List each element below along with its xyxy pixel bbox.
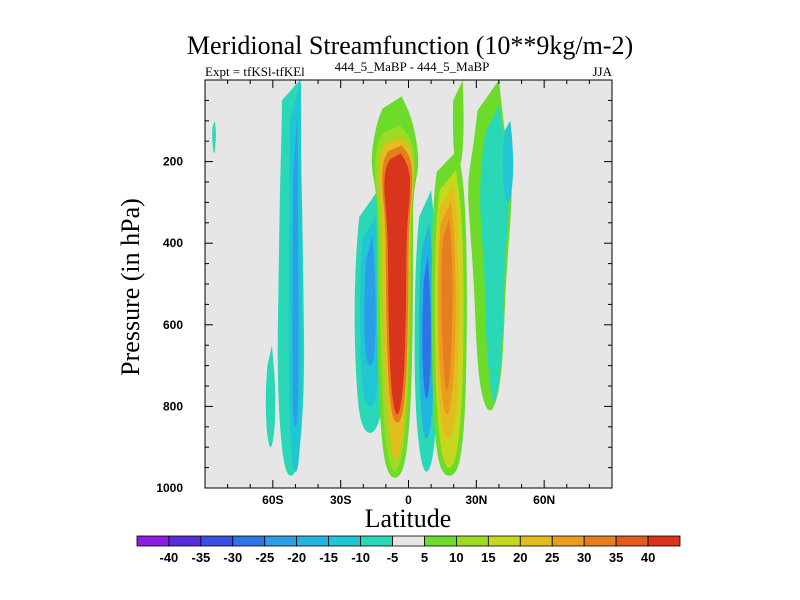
colorbar-label: -15: [319, 550, 338, 565]
x-axis-ticks: 60S 30S 0 30N 60N: [227, 80, 590, 507]
colorbar-label: -40: [160, 550, 179, 565]
colorbar-swatch: [487, 535, 521, 547]
colorbar-swatch: [360, 535, 393, 547]
colorbar-label: 5: [421, 550, 428, 565]
plot-area: 60S 30S 0 30N 60N 200 400 600 800 1000: [156, 79, 613, 507]
colorbar-swatch: [136, 535, 170, 547]
x-tick-label: 60S: [262, 493, 283, 507]
contour-fills: [212, 80, 514, 478]
colorbar-label: 20: [513, 550, 527, 565]
y-tick-label: 400: [163, 236, 183, 250]
colorbar-label: -5: [387, 550, 399, 565]
colorbar-swatch: [168, 535, 202, 547]
subtitle-left: Expt = tfKSl-tfKEl: [205, 64, 305, 79]
colorbar-label: -25: [255, 550, 274, 565]
colorbar-swatch: [264, 535, 298, 547]
colorbar-label: 25: [545, 550, 559, 565]
y-axis-ticks: 200 400 600 800 1000: [156, 99, 612, 495]
colorbar-label: 40: [641, 550, 655, 565]
contour-sh-west: [265, 345, 276, 448]
x-tick-label: 30N: [465, 493, 487, 507]
contour-nh-weak-mid: [480, 104, 509, 403]
y-tick-label: 600: [163, 318, 183, 332]
colorbar-label: 10: [449, 550, 463, 565]
contour-sh-patch: [212, 120, 216, 154]
contour-s-neg-core: [364, 235, 376, 366]
contour-n-pos-core: [441, 218, 453, 391]
colorbar-label: -20: [287, 550, 306, 565]
y-tick-label: 1000: [156, 481, 183, 495]
colorbar-swatch: [551, 535, 585, 547]
y-axis-label: Pressure (in hPa): [116, 198, 145, 376]
x-axis-label: Latitude: [365, 504, 452, 533]
colorbar-label: 30: [577, 550, 591, 565]
colorbar-swatch: [232, 535, 266, 547]
colorbar-swatch: [392, 535, 425, 547]
subtitle-center: 444_5_MaBP - 444_5_MaBP: [335, 59, 490, 74]
y-tick-label: 800: [163, 399, 183, 413]
colorbar-swatch: [424, 535, 457, 547]
colorbar-swatch: [647, 535, 681, 547]
colorbar-swatch: [615, 535, 649, 547]
colorbar-swatch: [200, 535, 234, 547]
colorbar-label: -35: [192, 550, 211, 565]
colorbar-swatch: [296, 535, 330, 547]
y-tick-label: 200: [163, 155, 183, 169]
x-tick-label: 60N: [533, 493, 555, 507]
colorbar-swatch: [519, 535, 553, 547]
colorbar-label: 15: [481, 550, 495, 565]
colorbar-label: -30: [223, 550, 242, 565]
subtitle-right: JJA: [592, 64, 612, 79]
contour-eq-neg-core: [422, 255, 431, 399]
contour-hadley-core: [384, 153, 411, 415]
contour-nh-green-strip: [452, 80, 464, 170]
x-tick-label: 30S: [330, 493, 351, 507]
colorbar: -40 -35 -30 -25 -20 -15 -10 -5 5 10 15 20 25 30 35 40: [136, 535, 681, 565]
x-tick-label: 0: [405, 493, 412, 507]
colorbar-swatch: [328, 535, 361, 547]
contour-nh-weak-core: [502, 120, 514, 203]
colorbar-swatch: [456, 535, 489, 547]
chart-title: Meridional Streamfunction (10**9kg/m-2): [187, 31, 633, 60]
colorbar-swatch: [583, 535, 617, 547]
colorbar-label: 35: [609, 550, 623, 565]
colorbar-label: -10: [351, 550, 370, 565]
contour-sh-core: [292, 112, 299, 427]
